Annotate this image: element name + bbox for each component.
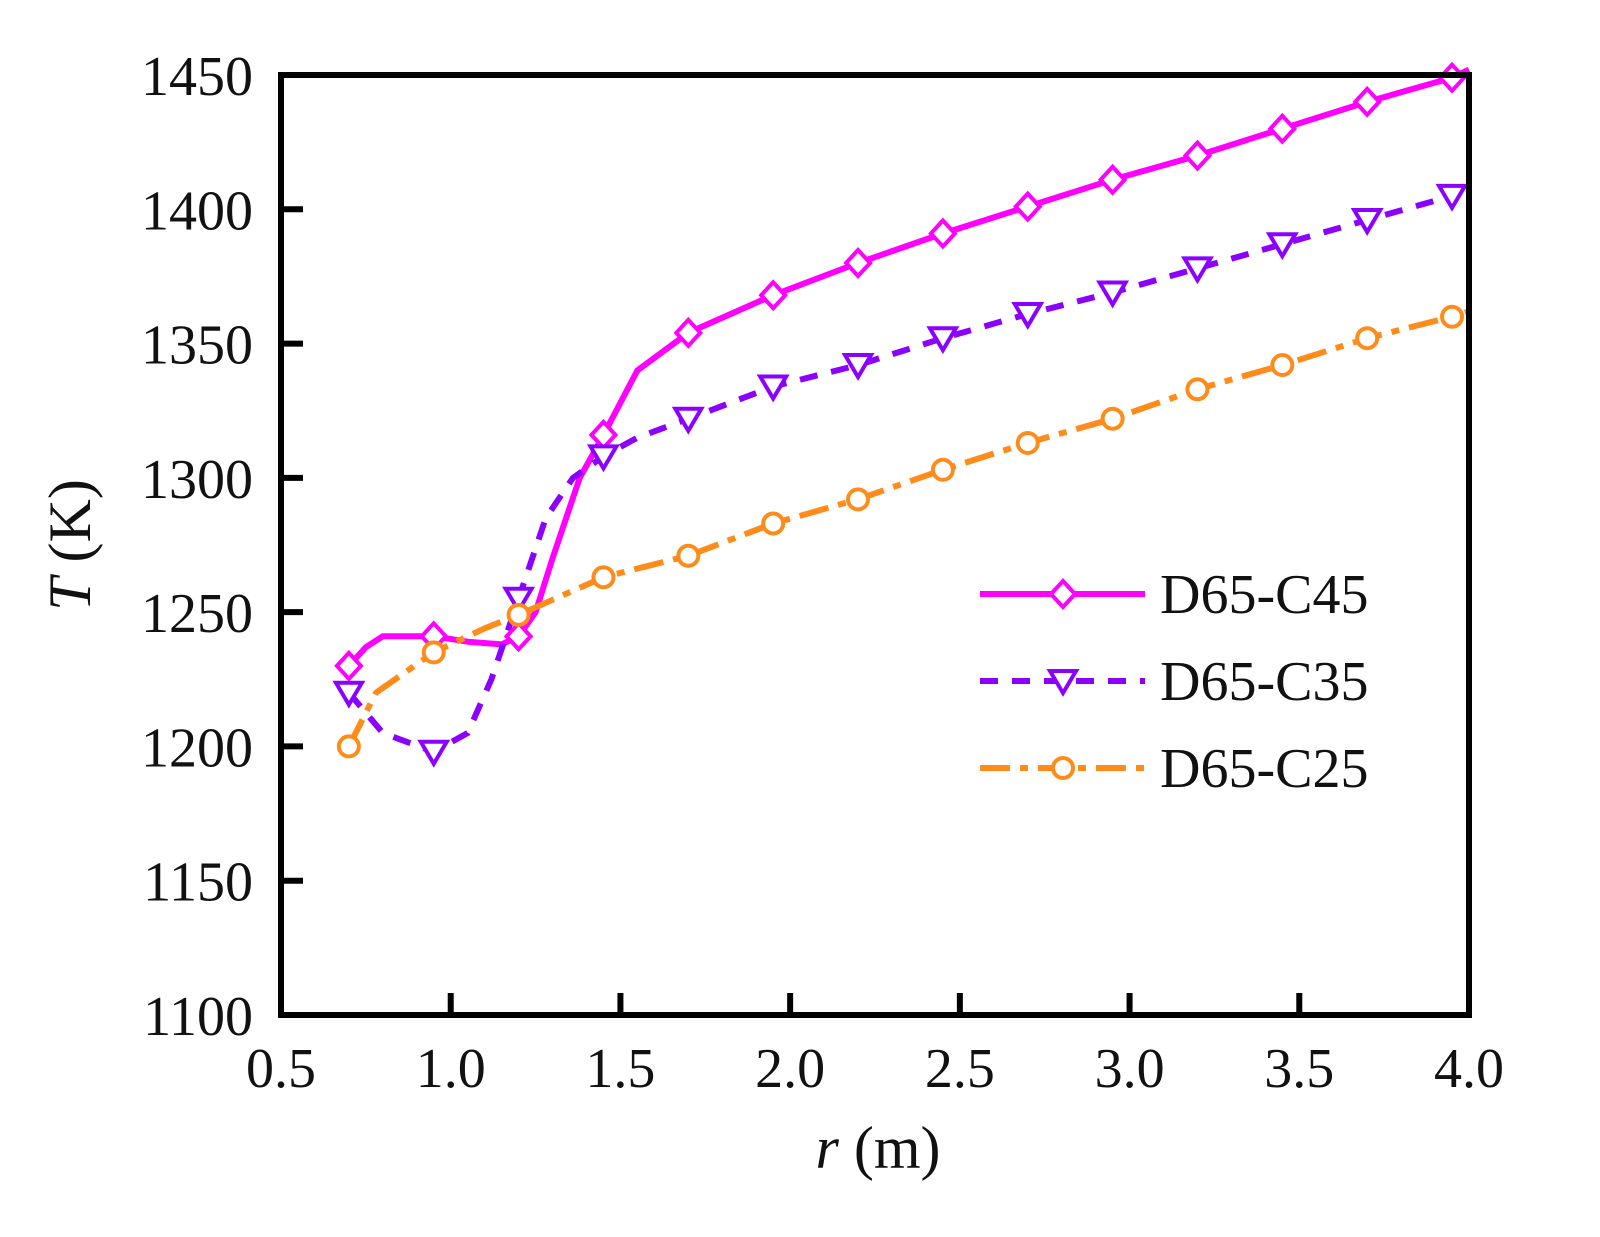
data-point-d65-c35: [1265, 232, 1299, 261]
data-point-d65-c35: [926, 326, 960, 355]
legend-item-d65-c45: D65-C45: [980, 564, 1368, 626]
data-point-d65-c35: [756, 374, 790, 403]
legend-item-d65-c25: D65-C25: [980, 738, 1368, 800]
data-point-d65-c35: [1180, 256, 1214, 285]
y-axis: 1100 1150 1200 1250 1300 1350 1400 1450: [141, 46, 303, 1048]
y-tick-label: 1450: [141, 46, 253, 108]
x-axis-label-unit: (m): [839, 1115, 941, 1181]
x-tick-label: 2.0: [755, 1038, 825, 1100]
y-tick-label: 1300: [141, 449, 253, 511]
series-points-d65-c25: [336, 304, 1465, 759]
data-point-d65-c25: [591, 565, 616, 590]
legend-label-d65-c45: D65-C45: [1160, 564, 1368, 626]
x-tick-label: 3.0: [1095, 1038, 1165, 1100]
data-point-d65-c45: [1013, 190, 1043, 223]
y-axis-label-symbol: T: [37, 574, 103, 611]
y-tick-label: 1200: [141, 717, 253, 779]
data-point-d65-c35: [1350, 208, 1384, 236]
data-point-d65-c45: [673, 316, 704, 349]
data-point-d65-c25: [1185, 377, 1210, 402]
legend-label-d65-c35: D65-C35: [1160, 651, 1368, 713]
plot-frame: [278, 72, 1472, 1018]
y-tick-label: 1100: [143, 986, 253, 1048]
data-point-d65-c45: [1182, 139, 1213, 172]
y-axis-label: T (K): [37, 479, 103, 611]
legend-item-d65-c35: D65-C35: [980, 651, 1368, 713]
x-tick-label: 3.5: [1264, 1038, 1334, 1100]
x-axis: 0.5 1.0 1.5 2.0 2.5 3.0 3.5 4.0: [246, 993, 1504, 1100]
x-tick-label: 4.0: [1434, 1038, 1504, 1100]
data-point-d65-c25: [1355, 326, 1380, 351]
data-point-d65-c25: [676, 543, 701, 568]
data-point-d65-c35: [841, 353, 875, 381]
x-tick-label: 1.5: [585, 1038, 655, 1100]
data-point-d65-c25: [846, 487, 871, 512]
y-tick-label: 1400: [141, 180, 253, 242]
y-tick-label: 1250: [141, 583, 253, 645]
data-point-d65-c45: [1097, 163, 1128, 196]
data-point-d65-c45: [334, 649, 364, 682]
data-point-d65-c35: [502, 586, 536, 615]
legend-marker-d65-c35: [1046, 669, 1080, 697]
legend: D65-C45 D65-C35 D65-C25: [980, 564, 1368, 800]
data-point-d65-c35: [671, 406, 705, 435]
series-line-d65-c35: [346, 193, 1453, 755]
legend-marker-d65-c45: [1048, 578, 1078, 610]
y-tick-label: 1150: [143, 852, 253, 914]
legend-marker-d65-c25: [1051, 756, 1075, 780]
data-point-d65-c25: [930, 457, 955, 482]
data-point-d65-c45: [1352, 85, 1382, 118]
data-point-d65-c25: [1100, 406, 1125, 431]
data-point-d65-c25: [761, 511, 786, 536]
x-axis-label-symbol: r: [816, 1115, 840, 1181]
data-point-d65-c45: [503, 620, 534, 653]
data-point-d65-c35: [1011, 302, 1045, 330]
data-point-d65-c35: [586, 444, 620, 473]
x-tick-label: 0.5: [246, 1038, 316, 1100]
data-point-d65-c25: [1015, 430, 1040, 455]
y-axis-label-unit: (K): [37, 479, 103, 577]
data-point-d65-c45: [843, 247, 873, 279]
data-point-d65-c25: [1270, 353, 1295, 378]
data-point-d65-c25: [336, 734, 361, 759]
data-point-d65-c25: [421, 640, 446, 665]
data-point-d65-c45: [758, 279, 788, 312]
y-tick-label: 1350: [141, 315, 253, 377]
x-axis-label: r (m): [816, 1115, 941, 1181]
x-tick-label: 2.5: [925, 1038, 995, 1100]
data-point-d65-c35: [1096, 280, 1130, 309]
data-point-d65-c25: [506, 602, 531, 627]
data-point-d65-c45: [1267, 112, 1298, 145]
data-point-d65-c25: [1440, 304, 1465, 329]
series-points-d65-c35: [332, 183, 1469, 768]
data-point-d65-c45: [928, 217, 958, 250]
data-point-d65-c35: [332, 680, 366, 709]
legend-label-d65-c25: D65-C25: [1160, 738, 1368, 800]
data-point-d65-c35: [417, 739, 451, 768]
data-point-d65-c35: [1435, 183, 1469, 212]
x-tick-label: 1.0: [416, 1038, 486, 1100]
